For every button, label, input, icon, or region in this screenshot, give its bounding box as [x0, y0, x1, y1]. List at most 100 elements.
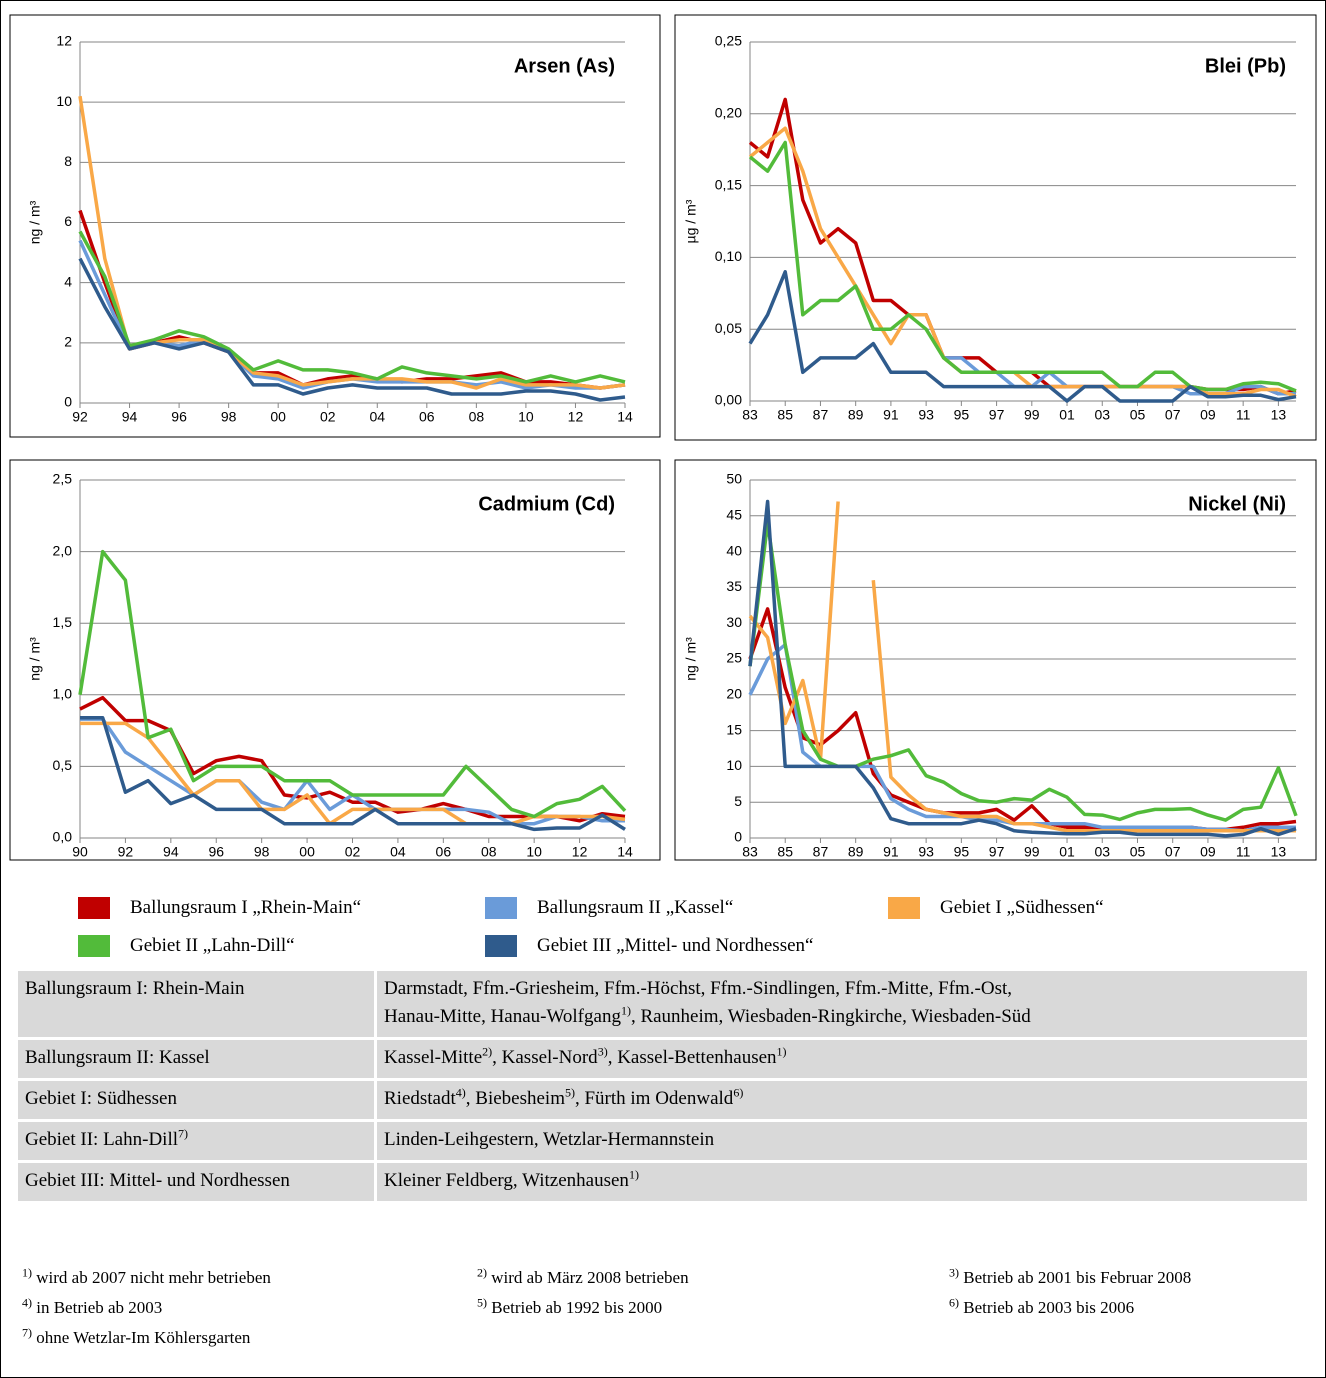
y-tick-label: 0,10	[715, 248, 742, 264]
table-cell: Kleiner Feldberg, Witzenhausen1)	[377, 1163, 1307, 1201]
table-row: Gebiet III: Mittel- und Nordhessen Kleine…	[18, 1163, 1307, 1201]
chart-frame	[674, 459, 1317, 861]
x-tick-label: 03	[1094, 407, 1110, 423]
x-tick-label: 06	[436, 844, 452, 860]
series-line	[748, 126, 1297, 399]
x-tick-label: 96	[171, 409, 187, 425]
x-tick-label: 97	[989, 844, 1005, 860]
x-tick-label: 08	[481, 844, 497, 860]
x-tick-label: 95	[954, 844, 970, 860]
x-tick-label: 94	[122, 409, 138, 425]
x-tick-label: 93	[918, 407, 934, 423]
legend-swatch	[888, 897, 920, 919]
y-tick-label: 0	[64, 394, 72, 410]
x-tick-label: 12	[572, 844, 588, 860]
footnote-ref: 6)	[733, 1085, 744, 1100]
table-row: Ballungsraum I: Rhein-Main Darmstadt, Ffm…	[18, 971, 1307, 1037]
x-tick-label: 94	[163, 844, 179, 860]
x-tick-label: 99	[1024, 844, 1040, 860]
series-line	[748, 140, 1297, 393]
legend-swatch	[485, 935, 517, 957]
footnote: 1) wird ab 2007 nicht mehr betrieben	[22, 1266, 477, 1288]
x-tick-label: 10	[526, 844, 542, 860]
table-cell: Ballungsraum II: Kassel	[18, 1040, 374, 1078]
chart-title: Blei (Pb)	[1205, 55, 1286, 77]
legend-item: Ballungsraum I „Rhein-Main“	[78, 896, 485, 920]
x-tick-label: 07	[1165, 844, 1181, 860]
legend-label: Ballungsraum II „Kassel“	[537, 897, 734, 918]
legend-item: Gebiet III „Mittel- und Nordhessen“	[485, 934, 888, 958]
series-line	[78, 257, 626, 402]
cell-line: Gebiet III: Mittel- und Nordhessen	[25, 1167, 367, 1195]
x-tick-label: 13	[1271, 844, 1287, 860]
x-tick-label: 05	[1130, 407, 1146, 423]
series-line	[748, 607, 1297, 832]
footnote-ref: 1)	[628, 1167, 639, 1182]
footnote-text: Betrieb ab 2003 bis 2006	[963, 1298, 1135, 1317]
cell-line: Ballungsraum II: Kassel	[25, 1044, 367, 1072]
cell-text: Gebiet I: Südhessen	[25, 1088, 177, 1109]
x-tick-label: 85	[777, 407, 793, 423]
legend: Ballungsraum I „Rhein-Main“ Ballungsraum …	[78, 896, 1288, 958]
y-tick-label: 1,5	[53, 614, 73, 630]
footnote-text: ohne Wetzlar-Im Köhlersgarten	[36, 1328, 251, 1347]
x-tick-label: 85	[777, 844, 793, 860]
series-line	[748, 501, 1296, 833]
x-tick-label: 11	[1236, 844, 1251, 860]
y-tick-label: 1,0	[53, 686, 73, 702]
cell-text: , Biebesheim	[465, 1088, 565, 1109]
x-tick-label: 83	[742, 844, 758, 860]
chart-title: Nickel (Ni)	[1188, 493, 1286, 515]
cell-text: Hanau-Mitte, Hanau-Wolfgang	[384, 1006, 621, 1027]
cell-text: Ballungsraum I: Rhein-Main	[25, 978, 245, 999]
cell-text: Darmstadt, Ffm.-Griesheim, Ffm.-Höchst, …	[384, 978, 1013, 999]
y-tick-label: 35	[726, 578, 742, 594]
x-tick-label: 01	[1059, 407, 1075, 423]
cell-line: Ballungsraum I: Rhein-Main	[25, 975, 367, 1003]
y-tick-label: 20	[726, 686, 742, 702]
x-tick-label: 03	[1094, 844, 1110, 860]
series-line	[78, 549, 627, 819]
y-axis-title: ng / m³	[683, 637, 699, 681]
y-tick-label: 12	[56, 33, 72, 49]
x-tick-label: 04	[369, 409, 385, 425]
y-tick-label: 0,00	[715, 392, 742, 408]
footnote-ref: 5)	[564, 1085, 575, 1100]
y-tick-label: 2	[64, 334, 72, 350]
legend-swatch	[485, 897, 517, 919]
footnote-ref: 7)	[178, 1126, 189, 1141]
x-tick-label: 09	[1200, 407, 1216, 423]
footnotes: 1) wird ab 2007 nicht mehr betrieben 2) w…	[22, 1266, 1319, 1348]
cell-text: Kleiner Feldberg, Witzenhausen	[384, 1170, 629, 1191]
x-tick-label: 02	[320, 409, 336, 425]
chart-title: Cadmium (Cd)	[478, 493, 615, 515]
x-tick-label: 89	[848, 407, 864, 423]
y-tick-label: 0,5	[53, 757, 73, 773]
y-tick-label: 0,0	[53, 829, 73, 845]
cell-text: Kassel-Mitte	[384, 1047, 483, 1068]
footnote: 4) in Betrieb ab 2003	[22, 1296, 477, 1318]
x-tick-label: 10	[518, 409, 534, 425]
footnote-text: in Betrieb ab 2003	[36, 1298, 163, 1317]
x-tick-label: 13	[1271, 407, 1287, 423]
x-tick-label: 01	[1059, 844, 1075, 860]
footnote-ref: 1)	[776, 1044, 787, 1059]
y-axis-title: ng / m³	[27, 200, 43, 244]
x-tick-label: 90	[72, 844, 88, 860]
cell-text: Linden-Leihgestern, Wetzlar-Hermannstein	[384, 1129, 715, 1150]
table-cell: Gebiet III: Mittel- und Nordhessen	[18, 1163, 374, 1201]
legend-label: Ballungsraum I „Rhein-Main“	[130, 897, 362, 918]
x-tick-label: 96	[208, 844, 224, 860]
y-tick-label: 2,5	[53, 471, 73, 487]
cell-line: Darmstadt, Ffm.-Griesheim, Ffm.-Höchst, …	[384, 975, 1300, 1003]
y-axis-title: µg / m³	[683, 199, 699, 243]
y-tick-label: 4	[64, 273, 72, 289]
table-cell: Darmstadt, Ffm.-Griesheim, Ffm.-Höchst, …	[377, 971, 1307, 1037]
series-line	[943, 356, 1296, 396]
y-tick-label: 10	[56, 93, 72, 109]
footnote: 6) Betrieb ab 2003 bis 2006	[949, 1296, 1319, 1318]
y-tick-label: 40	[726, 542, 742, 558]
footnote: 2) wird ab März 2008 betrieben	[477, 1266, 949, 1288]
